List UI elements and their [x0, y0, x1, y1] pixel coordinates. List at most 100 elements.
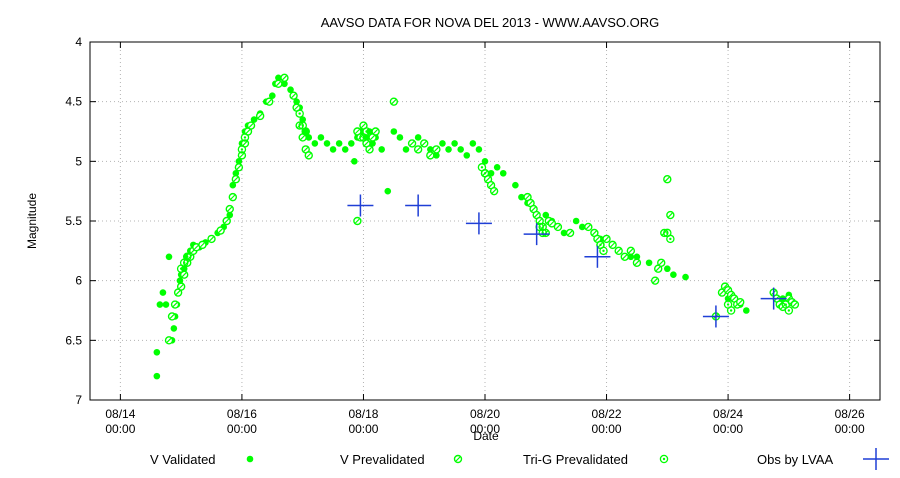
series-v-prevalidated	[164, 73, 800, 345]
data-point	[535, 216, 544, 226]
grid	[90, 42, 880, 400]
point-hatch	[181, 272, 187, 278]
data-point	[240, 133, 250, 142]
data-point	[657, 258, 666, 267]
point-hatch	[233, 176, 239, 182]
data-point	[414, 134, 422, 141]
point-core	[662, 457, 666, 461]
point-hatch	[218, 228, 224, 233]
data-point	[311, 140, 319, 147]
x-tick-label: 00:00	[348, 422, 378, 436]
x-tick-label: 00:00	[835, 422, 865, 436]
point-core	[243, 136, 247, 139]
point-hatch	[227, 206, 233, 212]
data-point	[790, 300, 800, 309]
data-point	[341, 146, 349, 153]
point-ring	[538, 228, 547, 238]
point-hatch	[652, 278, 658, 284]
point-hatch	[567, 230, 573, 236]
x-tick-label: 08/18	[348, 407, 378, 421]
data-point	[402, 146, 410, 153]
data-point	[317, 134, 325, 141]
legend-item: Obs by LVAA	[757, 448, 889, 470]
data-point	[281, 80, 288, 88]
point-hatch	[731, 296, 737, 301]
data-point	[614, 246, 623, 256]
data-point	[301, 145, 310, 154]
data-point	[293, 98, 300, 105]
x-tick-label: 00:00	[227, 422, 257, 436]
data-point	[243, 127, 253, 136]
point-core	[365, 130, 368, 133]
x-axis-label: Date	[473, 429, 499, 443]
data-point	[216, 226, 225, 235]
data-point	[323, 140, 331, 147]
point-hatch	[294, 105, 300, 111]
point-hatch	[242, 141, 248, 146]
y-tick-label: 6.5	[65, 333, 82, 347]
point-ring	[599, 246, 608, 256]
point-hatch	[370, 135, 376, 140]
point-hatch	[166, 337, 172, 343]
point-hatch	[409, 141, 415, 146]
data-point	[225, 204, 234, 214]
data-point	[275, 74, 282, 82]
point-hatch	[209, 236, 214, 242]
point-ring	[659, 454, 669, 464]
point-hatch	[367, 146, 372, 152]
data-point	[156, 301, 164, 308]
point-hatch	[245, 129, 251, 134]
data-point	[599, 246, 608, 256]
x-tick-label: 08/16	[227, 407, 257, 421]
data-point	[164, 336, 174, 345]
data-point	[289, 91, 298, 100]
point-core	[298, 112, 301, 115]
point-core	[669, 237, 672, 241]
data-point	[162, 301, 170, 308]
data-point	[666, 234, 675, 244]
legend: V Validated V Prevalidated Tri-G Prevalida…	[150, 448, 889, 470]
point-ring	[480, 169, 490, 178]
x-axis: 08/1400:0008/1600:0008/1800:0008/2000:00…	[105, 42, 865, 436]
point-core	[304, 130, 307, 133]
data-point	[348, 140, 355, 147]
data-point	[457, 146, 464, 153]
point-hatch	[534, 212, 540, 218]
legend-marker	[863, 448, 889, 470]
x-tick-label: 08/22	[592, 407, 622, 421]
data-point	[229, 181, 237, 189]
point-core	[480, 166, 484, 169]
point-core	[179, 267, 183, 270]
point-core	[666, 231, 669, 235]
data-point	[608, 240, 617, 250]
point-hatch	[591, 230, 597, 236]
point-hatch	[361, 123, 366, 128]
point-hatch	[303, 146, 309, 152]
data-point	[240, 139, 250, 148]
point-core	[186, 255, 189, 258]
data-point	[670, 271, 677, 279]
data-point	[426, 151, 435, 160]
point-hatch	[373, 129, 379, 134]
point-core	[182, 261, 186, 264]
point-hatch	[537, 218, 543, 224]
data-point	[626, 246, 636, 256]
x-tick-label: 08/26	[835, 407, 865, 421]
data-point	[234, 163, 244, 172]
data-point	[475, 146, 483, 153]
data-point	[565, 228, 575, 238]
data-point	[255, 111, 265, 121]
data-point	[347, 194, 374, 217]
data-point	[298, 133, 307, 142]
point-hatch	[664, 176, 670, 182]
data-point	[682, 273, 689, 281]
data-point	[235, 158, 243, 165]
data-point	[645, 259, 653, 267]
data-point	[167, 312, 177, 321]
point-core	[301, 124, 304, 127]
point-hatch	[531, 206, 537, 212]
data-point	[650, 276, 660, 285]
data-point	[560, 229, 568, 237]
point-hatch	[415, 146, 421, 152]
